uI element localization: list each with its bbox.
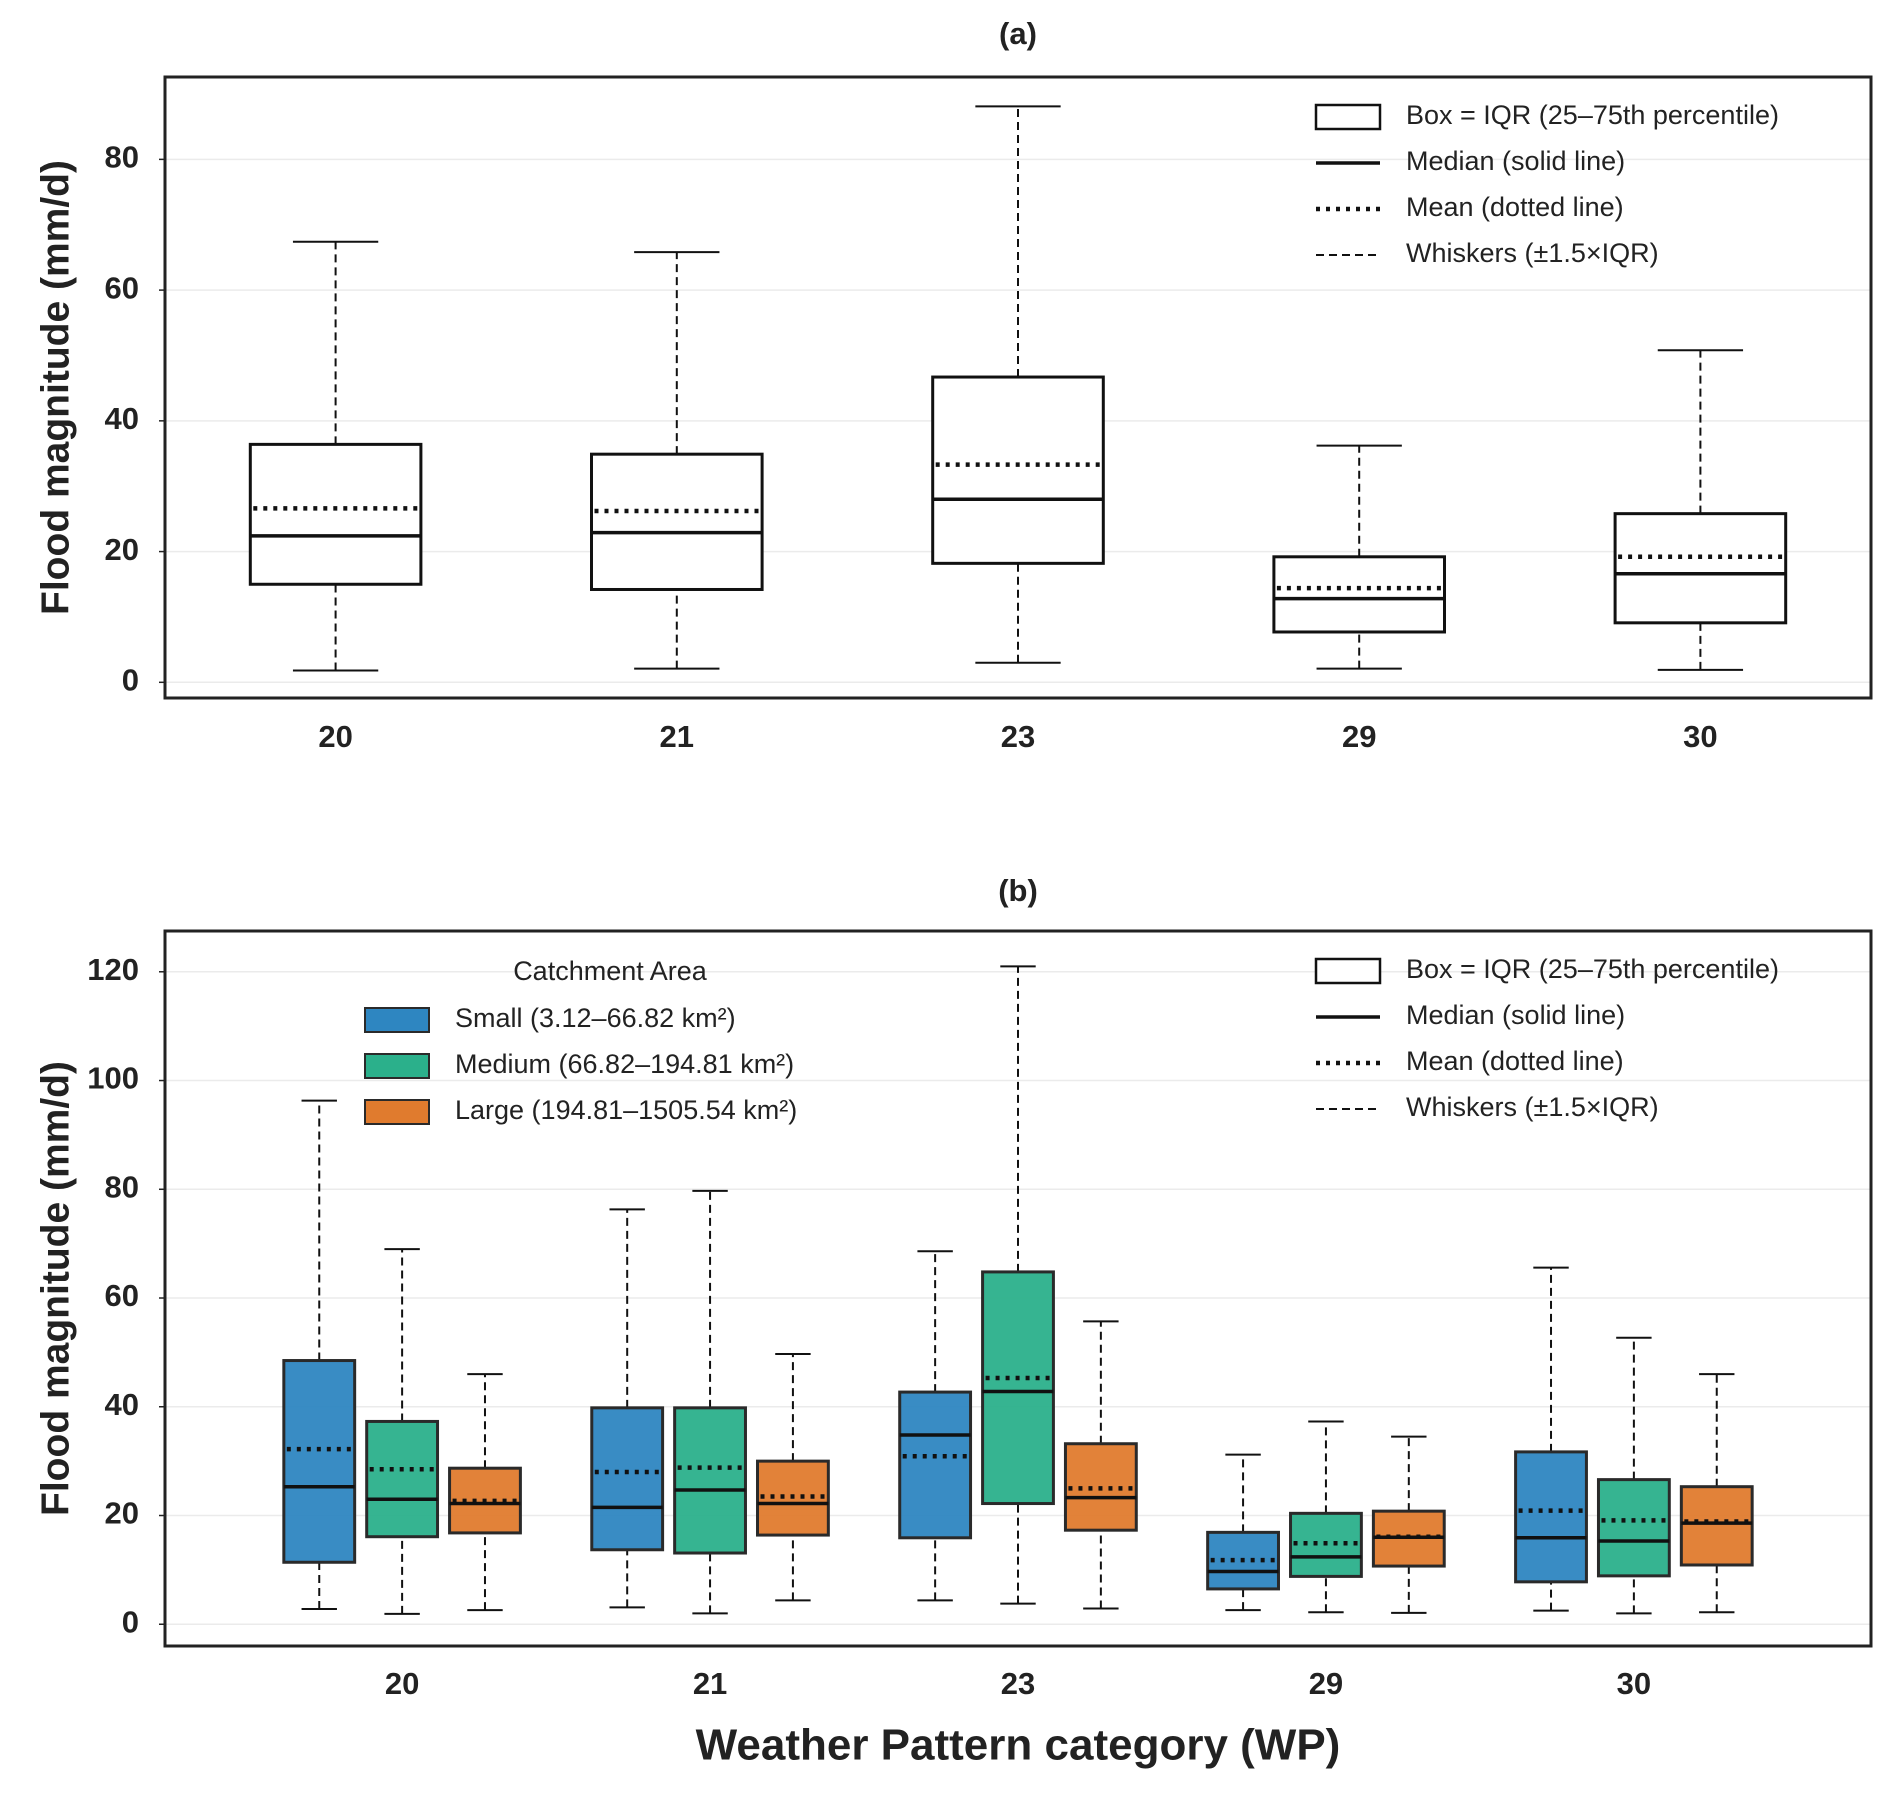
box (1206, 1530, 1280, 1591)
x-tick-label: 30 (1683, 719, 1717, 754)
legend-swatch (364, 1007, 430, 1033)
box (1679, 1485, 1754, 1567)
x-tick-label: 21 (660, 719, 694, 754)
y-tick-label: 40 (105, 401, 139, 436)
box (1272, 555, 1447, 634)
y-tick-label: 60 (105, 1278, 139, 1313)
y-tick-label: 0 (122, 662, 139, 697)
x-axis-label: Weather Pattern category (WP) (696, 1721, 1341, 1770)
legend-label: Box = IQR (25–75th percentile) (1406, 954, 1779, 984)
y-tick-label: 120 (87, 952, 139, 987)
legend-title: Catchment Area (513, 956, 708, 986)
x-tick-label: 21 (693, 1666, 727, 1701)
box (1514, 1450, 1588, 1584)
chart-title: (a) (999, 16, 1037, 51)
box (673, 1406, 747, 1555)
legend-swatch (364, 1053, 430, 1079)
legend-label: Whiskers (±1.5×IQR) (1406, 1092, 1659, 1122)
box (590, 1406, 665, 1552)
box (282, 1359, 357, 1564)
legend-label: Whiskers (±1.5×IQR) (1406, 238, 1659, 268)
x-tick-label: 23 (1001, 719, 1035, 754)
x-tick-label: 20 (385, 1666, 419, 1701)
legend-label: Box = IQR (25–75th percentile) (1406, 100, 1779, 130)
y-tick-label: 40 (105, 1387, 139, 1422)
legend-label: Mean (dotted line) (1406, 1046, 1624, 1076)
legend-label: Median (solid line) (1406, 146, 1625, 176)
y-axis-label: Flood magnitude (mm/d) (34, 1061, 77, 1516)
x-tick-label: 30 (1617, 1666, 1651, 1701)
chart-panel: (b) 0 20 40 60 80 100 120 Flood magnitude (mm/d)… (34, 873, 1873, 1770)
box (365, 1419, 440, 1539)
y-tick-label: 60 (105, 270, 139, 305)
legend-label: Large (194.81–1505.54 km²) (455, 1095, 797, 1125)
box (248, 442, 423, 586)
x-tick-label: 29 (1342, 719, 1376, 754)
plot-frame (163, 75, 1873, 700)
y-tick-label: 20 (105, 1496, 139, 1531)
x-tick-label: 29 (1309, 1666, 1343, 1701)
legend-label: Mean (dotted line) (1406, 192, 1624, 222)
y-tick-label: 0 (122, 1604, 139, 1639)
box (898, 1390, 973, 1540)
legend-swatch (364, 1099, 430, 1125)
y-tick-label: 80 (105, 1169, 139, 1204)
box (1613, 512, 1788, 625)
box (1596, 1478, 1671, 1578)
x-tick-label: 23 (1001, 1666, 1035, 1701)
legend-swatch (1314, 957, 1382, 985)
chart-title: (b) (998, 873, 1038, 908)
chart-panel: (a) 0 20 40 60 80 Flood magnitude (mm/d) 20 21 23… (34, 16, 1873, 754)
y-tick-label: 80 (105, 140, 139, 175)
legend-label: Medium (66.82–194.81 km²) (455, 1049, 794, 1079)
box (981, 1270, 1055, 1506)
legend-swatch (1314, 103, 1382, 131)
y-tick-label: 100 (87, 1061, 139, 1096)
legend-label: Small (3.12–66.82 km²) (455, 1003, 736, 1033)
box (931, 375, 1105, 565)
plot-frame (163, 929, 1873, 1648)
legend-label: Median (solid line) (1406, 1000, 1625, 1030)
x-tick-label: 20 (318, 719, 352, 754)
box (1063, 1442, 1138, 1532)
y-tick-label: 20 (105, 532, 139, 567)
y-axis-label: Flood magnitude (mm/d) (34, 160, 77, 615)
box (590, 452, 764, 591)
